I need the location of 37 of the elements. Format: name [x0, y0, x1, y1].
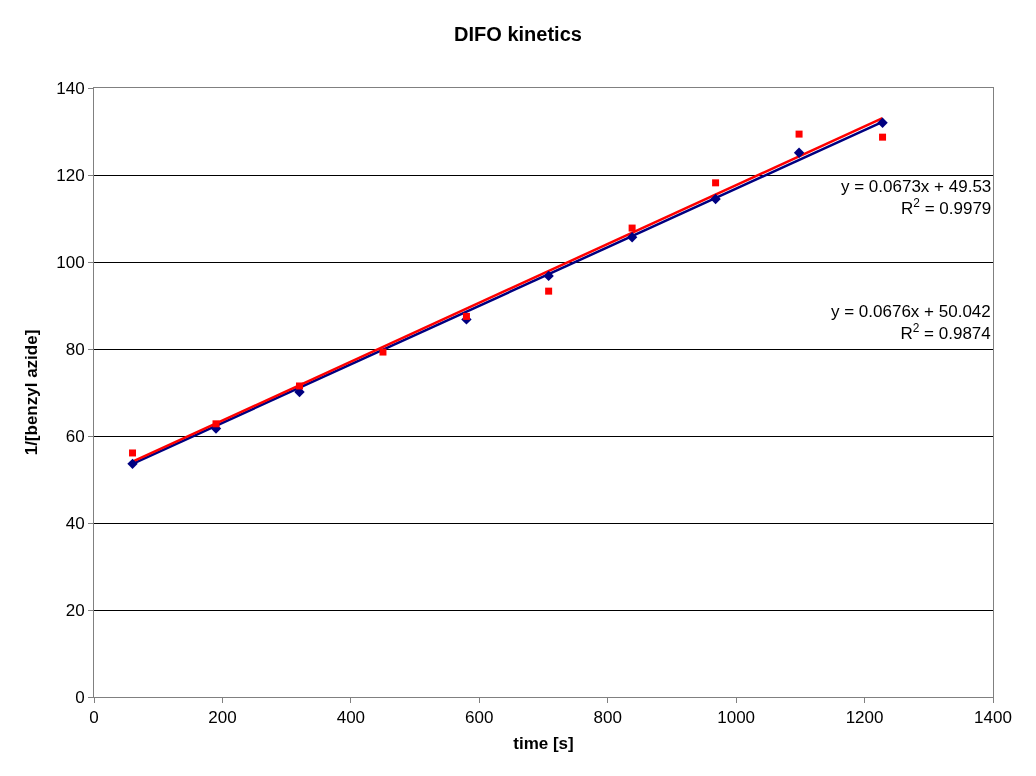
- y-tick-label: 80: [65, 339, 85, 359]
- point: [710, 193, 721, 205]
- y-tick-label: 40: [65, 513, 85, 533]
- y-tick-label: 20: [65, 600, 85, 620]
- point: [793, 147, 805, 159]
- point: [626, 232, 638, 243]
- point: [628, 224, 636, 232]
- point: [712, 179, 720, 187]
- point: [545, 287, 553, 295]
- point: [212, 420, 220, 428]
- point: [543, 270, 554, 282]
- point: [877, 117, 888, 128]
- x-tick-label: 0: [89, 708, 99, 728]
- y-tick-label: 140: [56, 78, 85, 98]
- x-tick-label: 1400: [974, 708, 1012, 728]
- point: [295, 382, 303, 390]
- point: [379, 348, 387, 356]
- x-tick-label: 600: [465, 708, 494, 728]
- y-tick-label: 120: [56, 165, 85, 185]
- chart-title: DIFO kinetics: [454, 23, 582, 46]
- y-tick-label: 60: [65, 426, 85, 446]
- annotation: y = 0.0673x + 49.53 R$^{2}$ = 0.9979: [841, 177, 992, 219]
- x-tick-label: 1200: [845, 708, 884, 728]
- point: [127, 458, 138, 470]
- x-tick-label: 400: [336, 708, 366, 728]
- y-axis-title: 1/[benzyl azide]: [21, 329, 41, 456]
- point: [129, 449, 137, 457]
- point: [462, 312, 470, 320]
- y-tick-label: 0: [75, 687, 85, 707]
- x-tick-label: 1000: [717, 708, 756, 728]
- x-tick-label: 200: [208, 708, 237, 728]
- point: [795, 130, 803, 138]
- annotation: y = 0.0676x + 50.042 R$^{2}$ = 0.9874: [831, 302, 991, 344]
- x-axis-title: time [s]: [513, 733, 574, 753]
- x-tick-label: 800: [593, 708, 622, 728]
- point: [879, 133, 887, 141]
- y-tick-label: 100: [56, 252, 85, 272]
